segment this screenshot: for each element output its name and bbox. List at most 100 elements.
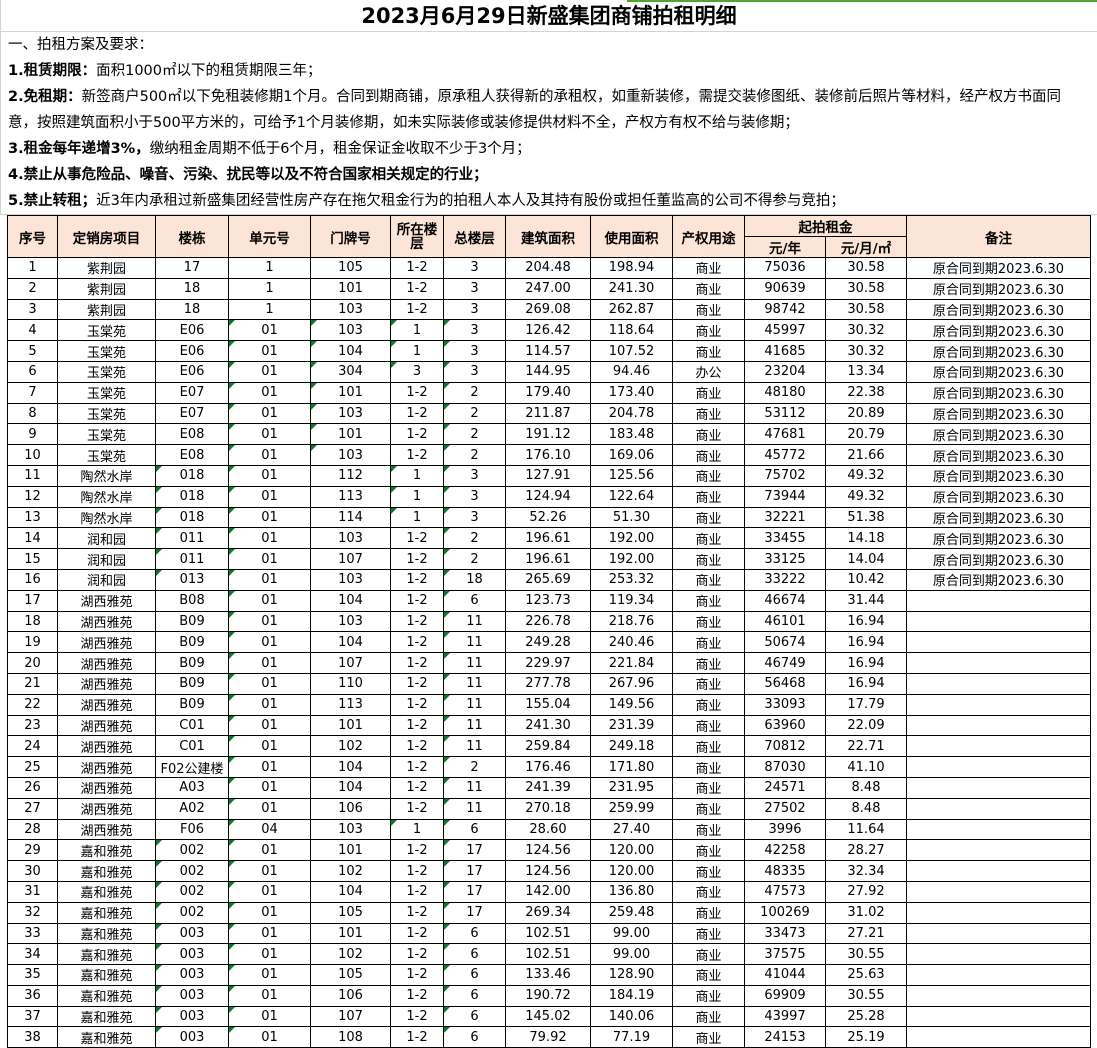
cell-remark[interactable]: 原合同到期2023.6.30 — [906, 298, 1091, 321]
cell-project[interactable]: 紫荆园 — [57, 257, 156, 279]
cell-peryear[interactable]: 73944 — [744, 485, 826, 508]
cell-building[interactable]: 003 — [155, 964, 229, 986]
cell-building[interactable]: 013 — [155, 568, 229, 591]
cell-building[interactable]: 011 — [155, 548, 229, 570]
cell-purpose[interactable]: 商业 — [672, 652, 745, 674]
cell-remark[interactable]: 原合同到期2023.6.30 — [906, 360, 1091, 383]
cell-permonth[interactable]: 30.58 — [825, 298, 907, 321]
cell-building[interactable]: 18 — [155, 298, 229, 321]
cell-purpose[interactable]: 商业 — [672, 319, 745, 342]
cell-peryear[interactable]: 41044 — [744, 964, 826, 986]
cell-door[interactable]: 106 — [310, 984, 391, 1007]
cell-building[interactable]: C01 — [155, 714, 229, 737]
cell-usearea[interactable]: 120.00 — [590, 839, 673, 862]
cell-project[interactable]: 玉棠苑 — [57, 444, 156, 466]
cell-project[interactable]: 湖西雅苑 — [57, 714, 156, 737]
cell-buildarea[interactable]: 270.18 — [505, 797, 591, 820]
cell-floor[interactable]: 1-2 — [390, 277, 444, 300]
cell-remark[interactable]: 原合同到期2023.6.30 — [906, 257, 1091, 279]
cell-usearea[interactable]: 171.80 — [590, 756, 673, 778]
col-header-rent-per-month[interactable]: 元/月/㎡ — [825, 236, 907, 258]
cell-usearea[interactable]: 218.76 — [590, 610, 673, 633]
cell-building[interactable]: E07 — [155, 402, 229, 425]
cell-permonth[interactable]: 30.58 — [825, 277, 907, 300]
cell-unit[interactable]: 01 — [228, 1026, 311, 1048]
cell-buildarea[interactable]: 52.26 — [505, 506, 591, 529]
cell-building[interactable]: 011 — [155, 527, 229, 550]
table-row[interactable]: 36 嘉和雅苑 003 01 106 1-2 6 190.72 184.19 商业 69909 30.… — [7, 984, 1091, 1007]
cell-permonth[interactable]: 30.58 — [825, 257, 907, 279]
cell-project[interactable]: 湖西雅苑 — [57, 610, 156, 633]
table-row[interactable]: 21 湖西雅苑 B09 01 110 1-2 11 277.78 267.96 商业 56468 16… — [7, 672, 1091, 695]
cell-project[interactable]: 嘉和雅苑 — [57, 880, 156, 903]
cell-project[interactable]: 湖西雅苑 — [57, 818, 156, 841]
table-row[interactable]: 25 湖西雅苑 F02公建楼 01 104 1-2 2 176.46 171.80 商业 87030… — [7, 756, 1091, 778]
cell-no[interactable]: 7 — [7, 381, 58, 404]
cell-usearea[interactable]: 204.78 — [590, 402, 673, 425]
cell-purpose[interactable]: 商业 — [672, 506, 745, 529]
cell-purpose[interactable]: 商业 — [672, 880, 745, 903]
cell-unit[interactable]: 01 — [228, 797, 311, 820]
cell-usearea[interactable]: 136.80 — [590, 880, 673, 903]
cell-project[interactable]: 陶然水岸 — [57, 485, 156, 508]
cell-project[interactable]: 湖西雅苑 — [57, 693, 156, 716]
cell-unit[interactable]: 01 — [228, 652, 311, 674]
cell-building[interactable]: 17 — [155, 257, 229, 279]
cell-no[interactable]: 5 — [7, 340, 58, 362]
cell-unit[interactable]: 01 — [228, 735, 311, 758]
cell-unit[interactable]: 01 — [228, 943, 311, 966]
cell-buildarea[interactable]: 204.48 — [505, 257, 591, 279]
cell-permonth[interactable]: 25.19 — [825, 1026, 907, 1048]
cell-total[interactable]: 3 — [443, 360, 506, 383]
cell-permonth[interactable]: 31.44 — [825, 589, 907, 612]
cell-peryear[interactable]: 100269 — [744, 901, 826, 924]
cell-remark[interactable]: 原合同到期2023.6.30 — [906, 444, 1091, 466]
cell-buildarea[interactable]: 127.91 — [505, 464, 591, 487]
cell-remark[interactable]: 原合同到期2023.6.30 — [906, 381, 1091, 404]
cell-purpose[interactable]: 商业 — [672, 548, 745, 570]
cell-project[interactable]: 湖西雅苑 — [57, 672, 156, 695]
cell-total[interactable]: 11 — [443, 776, 506, 799]
cell-door[interactable]: 114 — [310, 506, 391, 529]
cell-usearea[interactable]: 262.87 — [590, 298, 673, 321]
cell-unit[interactable]: 01 — [228, 589, 311, 612]
cell-permonth[interactable]: 16.94 — [825, 672, 907, 695]
cell-permonth[interactable]: 27.21 — [825, 922, 907, 945]
cell-project[interactable]: 嘉和雅苑 — [57, 901, 156, 924]
cell-building[interactable]: A03 — [155, 776, 229, 799]
cell-total[interactable]: 6 — [443, 1005, 506, 1028]
cell-floor[interactable]: 1-2 — [390, 839, 444, 862]
cell-floor[interactable]: 1 — [390, 818, 444, 841]
cell-permonth[interactable]: 31.02 — [825, 901, 907, 924]
col-header-unit[interactable]: 单元号 — [228, 215, 311, 258]
cell-purpose[interactable]: 商业 — [672, 568, 745, 591]
cell-floor[interactable]: 1 — [390, 485, 444, 508]
cell-usearea[interactable]: 119.34 — [590, 589, 673, 612]
cell-purpose[interactable]: 商业 — [672, 589, 745, 612]
cell-total[interactable]: 11 — [443, 735, 506, 758]
table-row[interactable]: 5 玉棠苑 E06 01 104 1 3 114.57 107.52 商业 41685 30.32 原合… — [7, 340, 1091, 362]
cell-peryear[interactable]: 48180 — [744, 381, 826, 404]
cell-no[interactable]: 31 — [7, 880, 58, 903]
cell-remark[interactable] — [906, 880, 1091, 903]
cell-building[interactable]: 018 — [155, 464, 229, 487]
cell-usearea[interactable]: 140.06 — [590, 1005, 673, 1028]
cell-floor[interactable]: 1-2 — [390, 922, 444, 945]
cell-peryear[interactable]: 27502 — [744, 797, 826, 820]
cell-peryear[interactable]: 33473 — [744, 922, 826, 945]
cell-permonth[interactable]: 21.66 — [825, 444, 907, 466]
cell-total[interactable]: 6 — [443, 922, 506, 945]
cell-floor[interactable]: 3 — [390, 360, 444, 383]
cell-total[interactable]: 3 — [443, 485, 506, 508]
table-row[interactable]: 11 陶然水岸 018 01 112 1 3 127.91 125.56 商业 75702 49.32… — [7, 464, 1091, 487]
cell-floor[interactable]: 1-2 — [390, 444, 444, 466]
cell-usearea[interactable]: 240.46 — [590, 631, 673, 654]
cell-project[interactable]: 嘉和雅苑 — [57, 964, 156, 986]
cell-project[interactable]: 湖西雅苑 — [57, 776, 156, 799]
cell-buildarea[interactable]: 249.28 — [505, 631, 591, 654]
cell-usearea[interactable]: 128.90 — [590, 964, 673, 986]
cell-permonth[interactable]: 22.71 — [825, 735, 907, 758]
cell-project[interactable]: 润和园 — [57, 527, 156, 550]
cell-peryear[interactable]: 33125 — [744, 548, 826, 570]
cell-floor[interactable]: 1-2 — [390, 589, 444, 612]
